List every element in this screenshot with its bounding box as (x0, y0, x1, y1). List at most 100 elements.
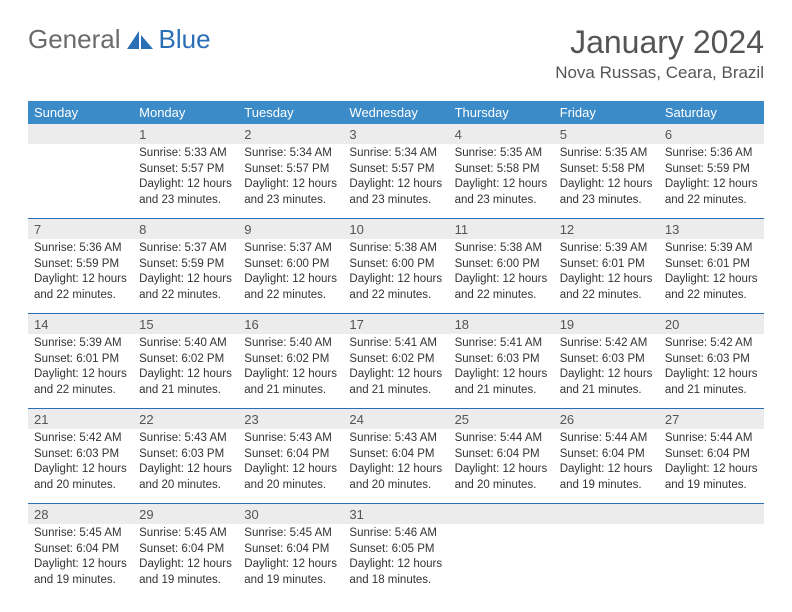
day-ss: Sunset: 6:02 PM (139, 352, 232, 368)
day-detail-cell (449, 524, 554, 598)
day-d1: Daylight: 12 hours (34, 462, 127, 478)
day-sr: Sunrise: 5:44 AM (665, 431, 758, 447)
day-sr: Sunrise: 5:38 AM (455, 241, 548, 257)
day-number-cell: 17 (343, 314, 448, 334)
day-number-cell: 7 (28, 219, 133, 239)
day-number-cell: 10 (343, 219, 448, 239)
day-number-cell (554, 504, 659, 524)
day-number-cell: 16 (238, 314, 343, 334)
day-sr: Sunrise: 5:34 AM (349, 146, 442, 162)
day-sr: Sunrise: 5:38 AM (349, 241, 442, 257)
day-ss: Sunset: 5:59 PM (139, 257, 232, 273)
day-d1: Daylight: 12 hours (34, 272, 127, 288)
dow-wednesday: Wednesday (343, 101, 448, 124)
day-sr: Sunrise: 5:34 AM (244, 146, 337, 162)
day-detail-row: Sunrise: 5:42 AMSunset: 6:03 PMDaylight:… (28, 429, 764, 504)
day-sr: Sunrise: 5:43 AM (244, 431, 337, 447)
day-sr: Sunrise: 5:42 AM (34, 431, 127, 447)
day-number-cell: 28 (28, 504, 133, 524)
day-sr: Sunrise: 5:44 AM (455, 431, 548, 447)
day-ss: Sunset: 6:00 PM (455, 257, 548, 273)
location-text: Nova Russas, Ceara, Brazil (555, 63, 764, 83)
day-sr: Sunrise: 5:39 AM (560, 241, 653, 257)
day-detail-cell: Sunrise: 5:38 AMSunset: 6:00 PMDaylight:… (449, 239, 554, 314)
day-d1: Daylight: 12 hours (665, 367, 758, 383)
day-d1: Daylight: 12 hours (560, 272, 653, 288)
day-d1: Daylight: 12 hours (349, 177, 442, 193)
day-ss: Sunset: 5:57 PM (349, 162, 442, 178)
day-d2: and 19 minutes. (244, 573, 337, 589)
day-d2: and 22 minutes. (34, 383, 127, 399)
day-sr: Sunrise: 5:41 AM (349, 336, 442, 352)
day-sr: Sunrise: 5:37 AM (244, 241, 337, 257)
day-sr: Sunrise: 5:37 AM (139, 241, 232, 257)
day-d2: and 20 minutes. (139, 478, 232, 494)
day-detail-cell: Sunrise: 5:38 AMSunset: 6:00 PMDaylight:… (343, 239, 448, 314)
day-number-row: 28293031 (28, 504, 764, 524)
day-sr: Sunrise: 5:36 AM (34, 241, 127, 257)
day-d1: Daylight: 12 hours (455, 462, 548, 478)
day-ss: Sunset: 6:01 PM (34, 352, 127, 368)
day-d1: Daylight: 12 hours (665, 177, 758, 193)
day-sr: Sunrise: 5:35 AM (560, 146, 653, 162)
day-ss: Sunset: 6:04 PM (139, 542, 232, 558)
day-d2: and 21 minutes. (455, 383, 548, 399)
day-d2: and 23 minutes. (455, 193, 548, 209)
day-d1: Daylight: 12 hours (139, 177, 232, 193)
day-sr: Sunrise: 5:42 AM (560, 336, 653, 352)
day-ss: Sunset: 6:02 PM (349, 352, 442, 368)
day-sr: Sunrise: 5:45 AM (34, 526, 127, 542)
day-detail-cell: Sunrise: 5:41 AMSunset: 6:03 PMDaylight:… (449, 334, 554, 409)
day-d2: and 19 minutes. (560, 478, 653, 494)
day-sr: Sunrise: 5:40 AM (244, 336, 337, 352)
day-detail-cell: Sunrise: 5:34 AMSunset: 5:57 PMDaylight:… (238, 144, 343, 219)
day-ss: Sunset: 6:00 PM (244, 257, 337, 273)
day-d1: Daylight: 12 hours (244, 272, 337, 288)
day-d2: and 20 minutes. (34, 478, 127, 494)
day-detail-row: Sunrise: 5:39 AMSunset: 6:01 PMDaylight:… (28, 334, 764, 409)
day-number-cell: 19 (554, 314, 659, 334)
day-number-cell: 23 (238, 409, 343, 429)
day-d1: Daylight: 12 hours (34, 557, 127, 573)
day-detail-row: Sunrise: 5:36 AM Sunset: 5:59 PM Daylight:… (28, 239, 764, 314)
day-ss: Sunset: 6:03 PM (665, 352, 758, 368)
day-d2: and 23 minutes. (244, 193, 337, 209)
day-detail-cell (659, 524, 764, 598)
day-number-cell: 25 (449, 409, 554, 429)
day-of-week-row: Sunday Monday Tuesday Wednesday Thursday… (28, 101, 764, 124)
day-d1: Daylight: 12 hours (455, 272, 548, 288)
day-sr: Sunrise: 5:33 AM (139, 146, 232, 162)
day-ss: Sunset: 6:01 PM (665, 257, 758, 273)
day-d1: Daylight: 12 hours (560, 367, 653, 383)
day-d2: and 22 minutes. (455, 288, 548, 304)
day-d1: Daylight: 12 hours (139, 367, 232, 383)
day-number-cell: 8 (133, 219, 238, 239)
day-sr: Sunrise: 5:40 AM (139, 336, 232, 352)
day-d1: Daylight: 12 hours (665, 272, 758, 288)
day-detail-cell: Sunrise: 5:44 AMSunset: 6:04 PMDaylight:… (659, 429, 764, 504)
day-ss: Sunset: 6:01 PM (560, 257, 653, 273)
day-ss: Sunset: 6:04 PM (34, 542, 127, 558)
day-sr: Sunrise: 5:43 AM (349, 431, 442, 447)
calendar-table: Sunday Monday Tuesday Wednesday Thursday… (28, 101, 764, 598)
day-d2: and 22 minutes. (665, 193, 758, 209)
day-detail-cell (28, 144, 133, 219)
day-number-cell (659, 504, 764, 524)
day-ss: Sunset: 6:03 PM (560, 352, 653, 368)
day-d1: Daylight: 12 hours (244, 367, 337, 383)
day-number-cell: 1 (133, 124, 238, 144)
page-header: General Blue January 2024 Nova Russas, C… (28, 24, 764, 83)
calendar-body: 123456Sunrise: 5:33 AMSunset: 5:57 PMDay… (28, 124, 764, 598)
day-d1: Daylight: 12 hours (244, 177, 337, 193)
day-ss: Sunset: 6:02 PM (244, 352, 337, 368)
day-d2: and 20 minutes. (244, 478, 337, 494)
day-detail-row: Sunrise: 5:45 AMSunset: 6:04 PMDaylight:… (28, 524, 764, 598)
day-ss: Sunset: 6:03 PM (455, 352, 548, 368)
day-d2: and 21 minutes. (560, 383, 653, 399)
day-d1: Daylight: 12 hours (139, 462, 232, 478)
day-d1: Daylight: 12 hours (349, 367, 442, 383)
day-d1: Daylight: 12 hours (560, 177, 653, 193)
day-detail-cell: Sunrise: 5:39 AMSunset: 6:01 PMDaylight:… (28, 334, 133, 409)
brand-part2: Blue (159, 24, 211, 55)
day-number-cell: 3 (343, 124, 448, 144)
